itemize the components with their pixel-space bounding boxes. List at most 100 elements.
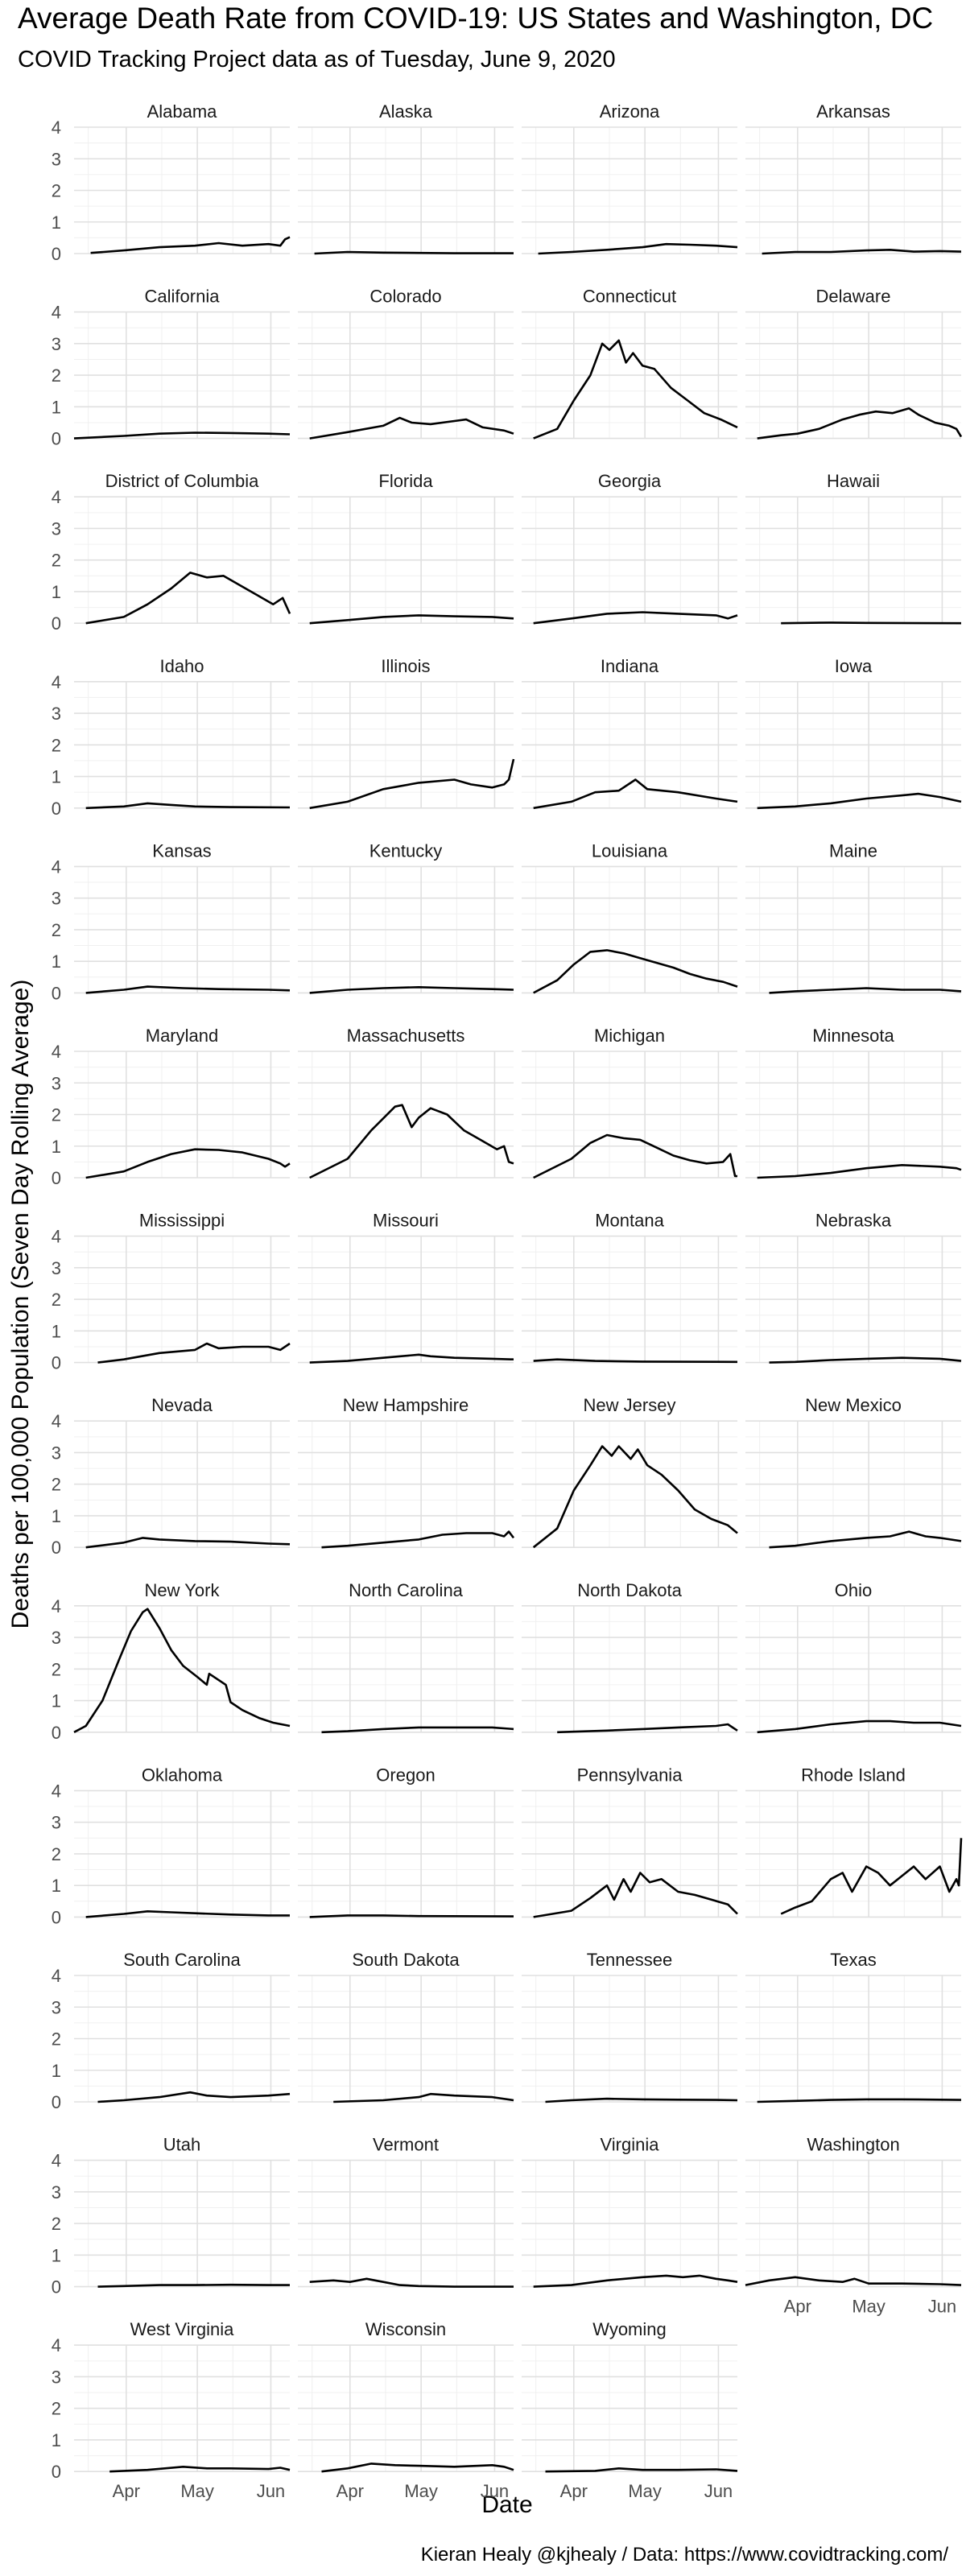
y-tick-label: 2 bbox=[52, 920, 61, 940]
facet-panel-wyoming: Wyoming Apr May Jun bbox=[522, 2319, 738, 2501]
y-tick-label: 1 bbox=[52, 767, 61, 787]
series-line bbox=[769, 987, 962, 994]
facet-panel-nevada: Nevada 0 1 2 3 4 bbox=[52, 1395, 291, 1558]
series-line bbox=[769, 1530, 962, 1549]
facet-label: New Mexico bbox=[805, 1395, 902, 1415]
facet-label: Oklahoma bbox=[142, 1765, 223, 1785]
facet-panel-louisiana: Louisiana bbox=[522, 840, 738, 994]
y-tick-label: 3 bbox=[52, 149, 61, 169]
y-tick-label: 0 bbox=[52, 1538, 61, 1558]
facet-panel-washington: Washington Apr May Jun bbox=[745, 2135, 962, 2317]
facet-label: Florida bbox=[378, 471, 433, 491]
facet-label: Alaska bbox=[379, 101, 433, 122]
series-line bbox=[762, 249, 962, 255]
y-tick-label: 2 bbox=[52, 2029, 61, 2050]
facet-label: Virginia bbox=[601, 2135, 660, 2155]
series-line bbox=[757, 407, 963, 440]
y-tick-label: 4 bbox=[52, 1596, 61, 1616]
facet-label: Delaware bbox=[816, 287, 891, 307]
series-line bbox=[97, 2283, 290, 2288]
facet-panel-montana: Montana bbox=[522, 1211, 738, 1364]
series-line bbox=[85, 985, 291, 994]
y-tick-label: 1 bbox=[52, 2430, 61, 2450]
y-tick-label: 1 bbox=[52, 2061, 61, 2081]
facet-label: Wyoming bbox=[592, 2319, 667, 2339]
y-tick-label: 0 bbox=[52, 983, 61, 1003]
facet-label: Massachusetts bbox=[347, 1026, 465, 1046]
facet-label: Hawaii bbox=[827, 471, 880, 491]
facet-label: North Carolina bbox=[349, 1580, 464, 1600]
y-tick-label: 2 bbox=[52, 1844, 61, 1864]
y-tick-label: 1 bbox=[52, 397, 61, 417]
facet-panel-idaho: Idaho 0 1 2 3 4 bbox=[52, 656, 291, 819]
chart-title: Average Death Rate from COVID-19: US Sta… bbox=[18, 2, 934, 35]
series-line bbox=[309, 2277, 514, 2288]
y-tick-label: 4 bbox=[52, 1411, 61, 1431]
y-tick-label: 2 bbox=[52, 2399, 61, 2419]
series-line bbox=[757, 1719, 962, 1734]
facet-panel-ohio: Ohio bbox=[745, 1580, 962, 1734]
y-tick-label: 1 bbox=[52, 1321, 61, 1341]
series-line bbox=[545, 2467, 738, 2473]
facet-label: Minnesota bbox=[812, 1026, 894, 1046]
facet-label: Montana bbox=[595, 1211, 664, 1231]
series-line bbox=[309, 1104, 514, 1179]
facet-panel-massachusetts: Massachusetts bbox=[298, 1026, 514, 1179]
y-tick-label: 1 bbox=[52, 213, 61, 233]
y-tick-label: 3 bbox=[52, 1443, 61, 1463]
facet-label: Maine bbox=[829, 840, 877, 861]
series-line bbox=[85, 572, 291, 625]
y-tick-label: 1 bbox=[52, 582, 61, 602]
x-tick-label: Jun bbox=[257, 2481, 285, 2501]
series-line bbox=[309, 614, 514, 625]
chart-caption: Kieran Healy @kjhealy / Data: https://ww… bbox=[420, 2544, 948, 2566]
series-line bbox=[314, 250, 514, 255]
y-tick-label: 3 bbox=[52, 704, 61, 724]
y-tick-label: 2 bbox=[52, 1105, 61, 1125]
y-tick-label: 3 bbox=[52, 1073, 61, 1093]
y-tick-label: 1 bbox=[52, 1506, 61, 1526]
facet-label: Connecticut bbox=[583, 287, 676, 307]
series-line bbox=[533, 1133, 737, 1179]
x-tick-label: May bbox=[628, 2481, 662, 2501]
y-tick-label: 4 bbox=[52, 487, 61, 507]
facet-label: Maryland bbox=[146, 1026, 218, 1046]
series-line bbox=[309, 416, 514, 440]
y-tick-label: 1 bbox=[52, 952, 61, 972]
series-line bbox=[90, 236, 291, 254]
facet-panel-illinois: Illinois bbox=[298, 656, 515, 810]
series-line bbox=[309, 758, 515, 810]
series-line bbox=[545, 2097, 738, 2103]
facet-label: Rhode Island bbox=[801, 1765, 906, 1785]
series-line bbox=[533, 778, 738, 810]
series-line bbox=[533, 1358, 738, 1364]
y-tick-label: 2 bbox=[52, 1475, 61, 1495]
y-tick-label: 4 bbox=[52, 672, 61, 692]
facet-panel-new-hampshire: New Hampshire bbox=[298, 1395, 515, 1549]
x-tick-label: May bbox=[404, 2481, 438, 2501]
y-tick-label: 4 bbox=[52, 1042, 61, 1062]
facet-panel-south-dakota: South Dakota bbox=[298, 1950, 514, 2103]
y-tick-label: 0 bbox=[52, 2462, 61, 2482]
facet-label: Illinois bbox=[381, 656, 430, 676]
series-line bbox=[533, 339, 738, 440]
facet-panel-colorado: Colorado bbox=[298, 287, 514, 440]
x-tick-label: Jun bbox=[481, 2481, 509, 2501]
facet-panel-oregon: Oregon bbox=[298, 1765, 514, 1918]
series-line bbox=[780, 1838, 963, 1915]
facet-label: Kentucky bbox=[369, 840, 443, 861]
y-tick-label: 4 bbox=[52, 1966, 61, 1986]
facet-label: Oregon bbox=[376, 1765, 435, 1785]
facet-label: South Dakota bbox=[352, 1950, 460, 1970]
series-line bbox=[533, 611, 738, 625]
facet-panel-arizona: Arizona bbox=[522, 101, 738, 255]
facet-label: Texas bbox=[830, 1950, 876, 1970]
series-line bbox=[333, 2092, 514, 2103]
series-line bbox=[97, 1342, 291, 1364]
facet-panel-hawaii: Hawaii bbox=[745, 471, 962, 625]
facet-panel-new-mexico: New Mexico bbox=[745, 1395, 962, 1549]
y-tick-label: 2 bbox=[52, 551, 61, 571]
y-tick-label: 0 bbox=[52, 2277, 61, 2297]
y-tick-label: 1 bbox=[52, 1691, 61, 1711]
facet-label: Ohio bbox=[835, 1580, 872, 1600]
